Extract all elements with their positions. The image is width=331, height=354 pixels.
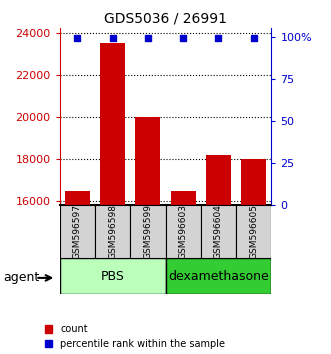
FancyBboxPatch shape [236,205,271,258]
Bar [206,155,231,205]
FancyBboxPatch shape [166,258,271,294]
Text: GSM596597: GSM596597 [73,204,82,259]
Bar [241,159,266,205]
Text: agent: agent [3,272,40,284]
Text: dexamethasone: dexamethasone [168,270,269,282]
FancyBboxPatch shape [201,205,236,258]
Text: GSM596604: GSM596604 [214,204,223,259]
FancyBboxPatch shape [166,205,201,258]
Text: GSM596605: GSM596605 [249,204,258,259]
Bar [171,190,196,205]
Legend: count, percentile rank within the sample: count, percentile rank within the sample [45,324,225,349]
Text: GSM596598: GSM596598 [108,204,117,259]
FancyBboxPatch shape [95,205,130,258]
Bar [100,43,125,205]
Text: PBS: PBS [101,270,124,282]
Bar [65,190,90,205]
FancyBboxPatch shape [60,205,95,258]
Bar [135,117,160,205]
FancyBboxPatch shape [130,205,166,258]
Text: GSM596603: GSM596603 [179,204,188,259]
Title: GDS5036 / 26991: GDS5036 / 26991 [104,12,227,26]
FancyBboxPatch shape [60,258,166,294]
Text: GSM596599: GSM596599 [143,204,152,259]
